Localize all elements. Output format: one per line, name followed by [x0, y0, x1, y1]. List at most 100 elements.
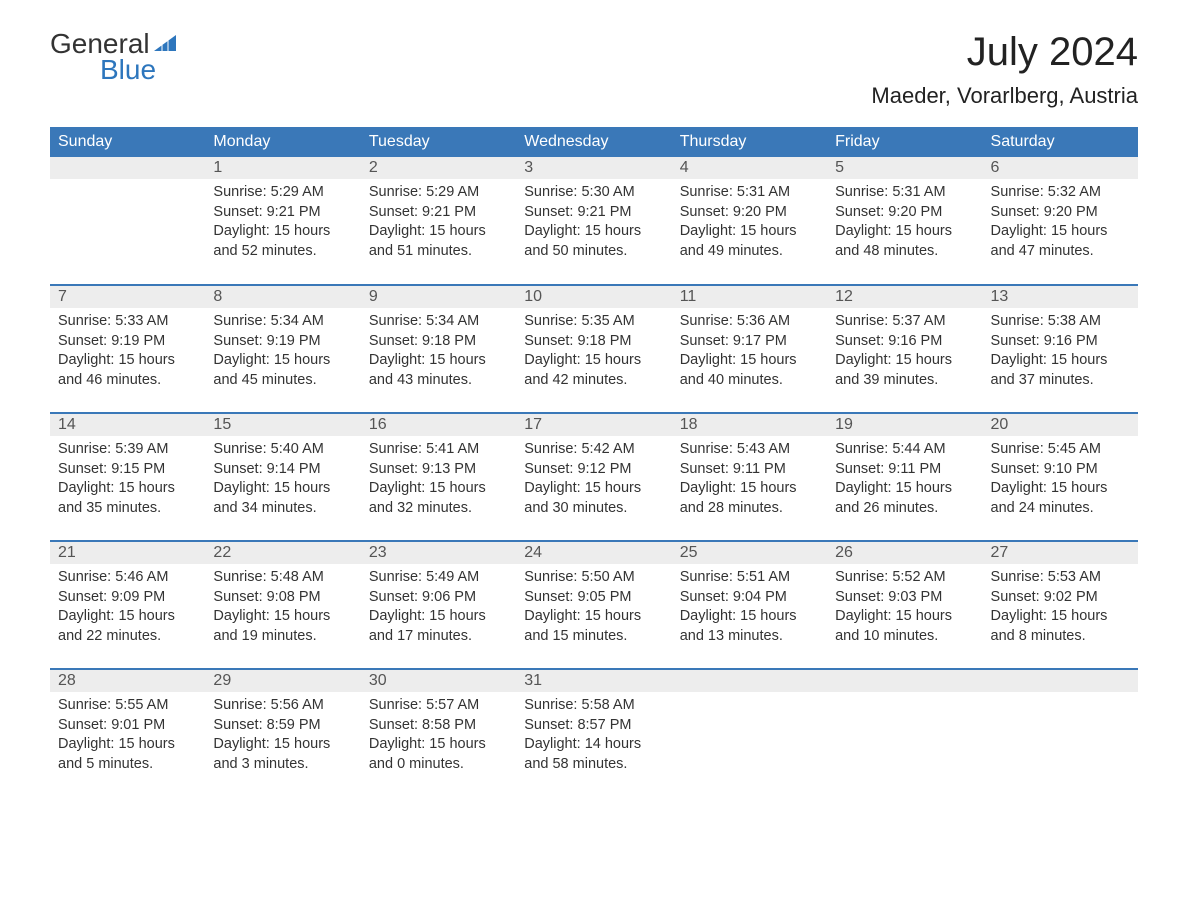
day-number: 2	[361, 157, 516, 179]
day-header: Friday	[827, 127, 982, 157]
calendar-day-cell: 31Sunrise: 5:58 AMSunset: 8:57 PMDayligh…	[516, 669, 671, 797]
day-data: Sunrise: 5:52 AMSunset: 9:03 PMDaylight:…	[827, 564, 982, 654]
month-title: July 2024	[871, 30, 1138, 75]
day-data: Sunrise: 5:40 AMSunset: 9:14 PMDaylight:…	[205, 436, 360, 526]
day-number: 30	[361, 670, 516, 692]
calendar-day-cell: 23Sunrise: 5:49 AMSunset: 9:06 PMDayligh…	[361, 541, 516, 669]
day-data: Sunrise: 5:50 AMSunset: 9:05 PMDaylight:…	[516, 564, 671, 654]
header: General Blue July 2024 Maeder, Vorarlber…	[50, 30, 1138, 109]
day-number: 1	[205, 157, 360, 179]
day-data: Sunrise: 5:33 AMSunset: 9:19 PMDaylight:…	[50, 308, 205, 398]
day-number: 21	[50, 542, 205, 564]
calendar-day-cell: 26Sunrise: 5:52 AMSunset: 9:03 PMDayligh…	[827, 541, 982, 669]
calendar-week-row: 21Sunrise: 5:46 AMSunset: 9:09 PMDayligh…	[50, 541, 1138, 669]
day-number: 24	[516, 542, 671, 564]
day-data: Sunrise: 5:53 AMSunset: 9:02 PMDaylight:…	[983, 564, 1138, 654]
calendar-table: SundayMondayTuesdayWednesdayThursdayFrid…	[50, 127, 1138, 797]
calendar-day-cell: 27Sunrise: 5:53 AMSunset: 9:02 PMDayligh…	[983, 541, 1138, 669]
calendar-day-cell: 13Sunrise: 5:38 AMSunset: 9:16 PMDayligh…	[983, 285, 1138, 413]
day-data: Sunrise: 5:31 AMSunset: 9:20 PMDaylight:…	[672, 179, 827, 269]
day-data: Sunrise: 5:34 AMSunset: 9:18 PMDaylight:…	[361, 308, 516, 398]
day-number: 23	[361, 542, 516, 564]
day-number: 3	[516, 157, 671, 179]
day-data: Sunrise: 5:48 AMSunset: 9:08 PMDaylight:…	[205, 564, 360, 654]
day-number: 8	[205, 286, 360, 308]
calendar-day-cell: 24Sunrise: 5:50 AMSunset: 9:05 PMDayligh…	[516, 541, 671, 669]
calendar-day-cell: 17Sunrise: 5:42 AMSunset: 9:12 PMDayligh…	[516, 413, 671, 541]
day-data: Sunrise: 5:51 AMSunset: 9:04 PMDaylight:…	[672, 564, 827, 654]
day-number: 12	[827, 286, 982, 308]
day-number: 7	[50, 286, 205, 308]
calendar-week-row: 7Sunrise: 5:33 AMSunset: 9:19 PMDaylight…	[50, 285, 1138, 413]
day-data: Sunrise: 5:31 AMSunset: 9:20 PMDaylight:…	[827, 179, 982, 269]
calendar-week-row: 1Sunrise: 5:29 AMSunset: 9:21 PMDaylight…	[50, 157, 1138, 285]
day-number: 18	[672, 414, 827, 436]
calendar-day-cell: 16Sunrise: 5:41 AMSunset: 9:13 PMDayligh…	[361, 413, 516, 541]
title-block: July 2024 Maeder, Vorarlberg, Austria	[871, 30, 1138, 109]
calendar-day-cell: 18Sunrise: 5:43 AMSunset: 9:11 PMDayligh…	[672, 413, 827, 541]
calendar-day-cell: 9Sunrise: 5:34 AMSunset: 9:18 PMDaylight…	[361, 285, 516, 413]
calendar-day-cell: 14Sunrise: 5:39 AMSunset: 9:15 PMDayligh…	[50, 413, 205, 541]
calendar-day-cell: 6Sunrise: 5:32 AMSunset: 9:20 PMDaylight…	[983, 157, 1138, 285]
day-number: 4	[672, 157, 827, 179]
day-number	[827, 670, 982, 692]
day-data: Sunrise: 5:34 AMSunset: 9:19 PMDaylight:…	[205, 308, 360, 398]
calendar-day-cell: 28Sunrise: 5:55 AMSunset: 9:01 PMDayligh…	[50, 669, 205, 797]
day-data: Sunrise: 5:35 AMSunset: 9:18 PMDaylight:…	[516, 308, 671, 398]
calendar-day-cell	[672, 669, 827, 797]
calendar-day-cell: 30Sunrise: 5:57 AMSunset: 8:58 PMDayligh…	[361, 669, 516, 797]
day-number: 9	[361, 286, 516, 308]
calendar-day-cell: 11Sunrise: 5:36 AMSunset: 9:17 PMDayligh…	[672, 285, 827, 413]
day-data: Sunrise: 5:36 AMSunset: 9:17 PMDaylight:…	[672, 308, 827, 398]
calendar-day-cell: 8Sunrise: 5:34 AMSunset: 9:19 PMDaylight…	[205, 285, 360, 413]
day-number: 17	[516, 414, 671, 436]
day-number: 27	[983, 542, 1138, 564]
calendar-day-cell	[983, 669, 1138, 797]
calendar-day-cell: 19Sunrise: 5:44 AMSunset: 9:11 PMDayligh…	[827, 413, 982, 541]
day-number: 13	[983, 286, 1138, 308]
day-number	[50, 157, 205, 179]
day-number: 29	[205, 670, 360, 692]
day-data: Sunrise: 5:55 AMSunset: 9:01 PMDaylight:…	[50, 692, 205, 782]
day-data: Sunrise: 5:29 AMSunset: 9:21 PMDaylight:…	[361, 179, 516, 269]
day-data: Sunrise: 5:41 AMSunset: 9:13 PMDaylight:…	[361, 436, 516, 526]
day-number: 31	[516, 670, 671, 692]
calendar-day-cell: 25Sunrise: 5:51 AMSunset: 9:04 PMDayligh…	[672, 541, 827, 669]
day-header: Sunday	[50, 127, 205, 157]
calendar-day-cell: 20Sunrise: 5:45 AMSunset: 9:10 PMDayligh…	[983, 413, 1138, 541]
day-number: 28	[50, 670, 205, 692]
day-number: 25	[672, 542, 827, 564]
calendar-day-cell: 1Sunrise: 5:29 AMSunset: 9:21 PMDaylight…	[205, 157, 360, 285]
day-data: Sunrise: 5:57 AMSunset: 8:58 PMDaylight:…	[361, 692, 516, 782]
day-data: Sunrise: 5:32 AMSunset: 9:20 PMDaylight:…	[983, 179, 1138, 269]
day-number: 16	[361, 414, 516, 436]
location-label: Maeder, Vorarlberg, Austria	[871, 83, 1138, 109]
day-number: 15	[205, 414, 360, 436]
calendar-day-cell: 3Sunrise: 5:30 AMSunset: 9:21 PMDaylight…	[516, 157, 671, 285]
calendar-day-cell: 22Sunrise: 5:48 AMSunset: 9:08 PMDayligh…	[205, 541, 360, 669]
day-header: Wednesday	[516, 127, 671, 157]
day-header: Thursday	[672, 127, 827, 157]
calendar-week-row: 14Sunrise: 5:39 AMSunset: 9:15 PMDayligh…	[50, 413, 1138, 541]
calendar-day-cell: 21Sunrise: 5:46 AMSunset: 9:09 PMDayligh…	[50, 541, 205, 669]
calendar-day-cell: 7Sunrise: 5:33 AMSunset: 9:19 PMDaylight…	[50, 285, 205, 413]
logo-word-2: Blue	[100, 56, 178, 84]
day-number: 10	[516, 286, 671, 308]
calendar-day-cell	[827, 669, 982, 797]
day-data: Sunrise: 5:45 AMSunset: 9:10 PMDaylight:…	[983, 436, 1138, 526]
day-data: Sunrise: 5:29 AMSunset: 9:21 PMDaylight:…	[205, 179, 360, 269]
day-data: Sunrise: 5:58 AMSunset: 8:57 PMDaylight:…	[516, 692, 671, 782]
calendar-day-cell	[50, 157, 205, 285]
day-header: Monday	[205, 127, 360, 157]
day-data: Sunrise: 5:30 AMSunset: 9:21 PMDaylight:…	[516, 179, 671, 269]
day-header: Tuesday	[361, 127, 516, 157]
day-number	[672, 670, 827, 692]
calendar-day-cell: 12Sunrise: 5:37 AMSunset: 9:16 PMDayligh…	[827, 285, 982, 413]
day-number: 5	[827, 157, 982, 179]
day-data: Sunrise: 5:42 AMSunset: 9:12 PMDaylight:…	[516, 436, 671, 526]
day-number: 19	[827, 414, 982, 436]
calendar-day-cell: 4Sunrise: 5:31 AMSunset: 9:20 PMDaylight…	[672, 157, 827, 285]
calendar-day-cell: 15Sunrise: 5:40 AMSunset: 9:14 PMDayligh…	[205, 413, 360, 541]
day-data: Sunrise: 5:46 AMSunset: 9:09 PMDaylight:…	[50, 564, 205, 654]
day-number: 26	[827, 542, 982, 564]
